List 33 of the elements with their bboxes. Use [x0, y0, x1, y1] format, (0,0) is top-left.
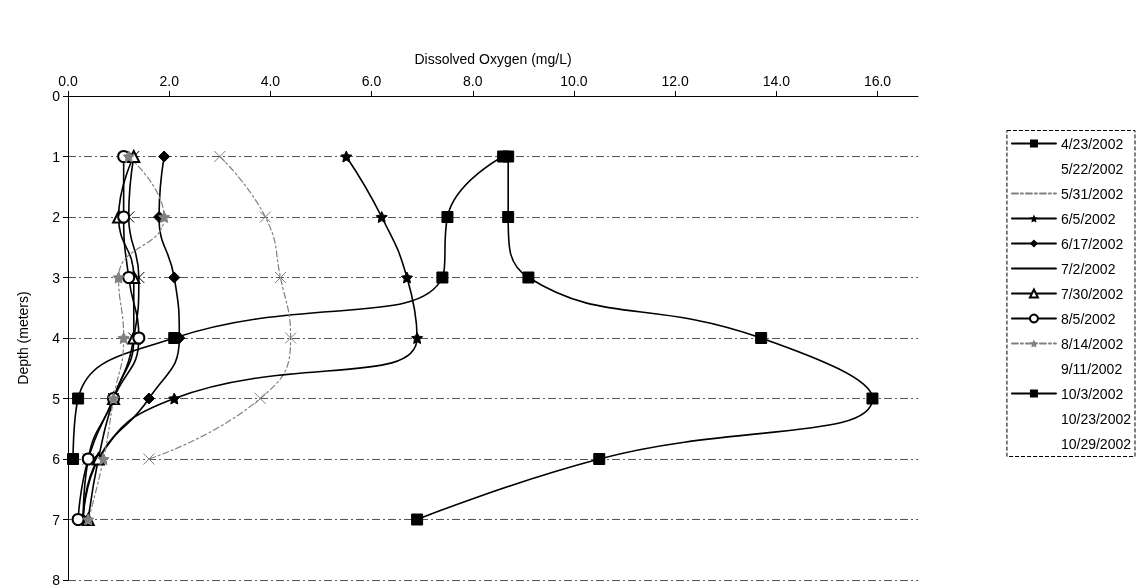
- y-tick-label: 7: [52, 511, 61, 528]
- x-axis-title: Dissolved Oxygen (mg/L): [414, 51, 572, 67]
- y-tick-label: 0: [52, 88, 61, 104]
- x-tick-label: 10.0: [560, 73, 588, 89]
- legend-label: 6/17/2002: [1060, 235, 1124, 252]
- legend-label: 5/31/2002: [1060, 185, 1124, 202]
- text: 10/23/2002: [1060, 410, 1132, 427]
- x-tick-label: 2.0: [159, 73, 180, 89]
- y-tick-label: 2: [52, 209, 61, 225]
- y-tick-label: 8: [52, 572, 61, 587]
- y-tick-label: 4: [52, 330, 61, 346]
- y-tick-label: 3: [52, 269, 61, 286]
- y-tick-label: 6: [52, 451, 61, 467]
- x-tick-label: 0.0: [58, 73, 78, 89]
- x-tick-label: 8.0: [463, 73, 483, 89]
- legend-label: 4/23/2002: [1060, 135, 1124, 152]
- x-tick-label: 12.0: [661, 73, 689, 89]
- legend-label: 7/2/2002: [1060, 260, 1116, 277]
- y-tick-label: 1: [52, 148, 61, 165]
- x-tick-label: 6.0: [361, 73, 382, 89]
- text: 9/11/2002: [1060, 360, 1123, 377]
- legend-label: 6/5/2002: [1060, 210, 1116, 227]
- legend-label: 10/3/2002: [1060, 385, 1124, 402]
- legend-label: 8/14/2002: [1060, 335, 1124, 352]
- y-tick-label: 5: [52, 390, 61, 407]
- text: 10/29/2002: [1060, 435, 1132, 452]
- y-axis-title: Depth (meters): [15, 291, 31, 385]
- legend-label: 7/30/2002: [1060, 285, 1124, 302]
- x-tick-label: 16.0: [863, 73, 892, 89]
- x-tick-label: 4.0: [260, 73, 281, 89]
- text: 5/22/2002: [1060, 160, 1124, 177]
- x-tick-label: 14.0: [762, 73, 791, 89]
- legend-label: 8/5/2002: [1060, 310, 1116, 327]
